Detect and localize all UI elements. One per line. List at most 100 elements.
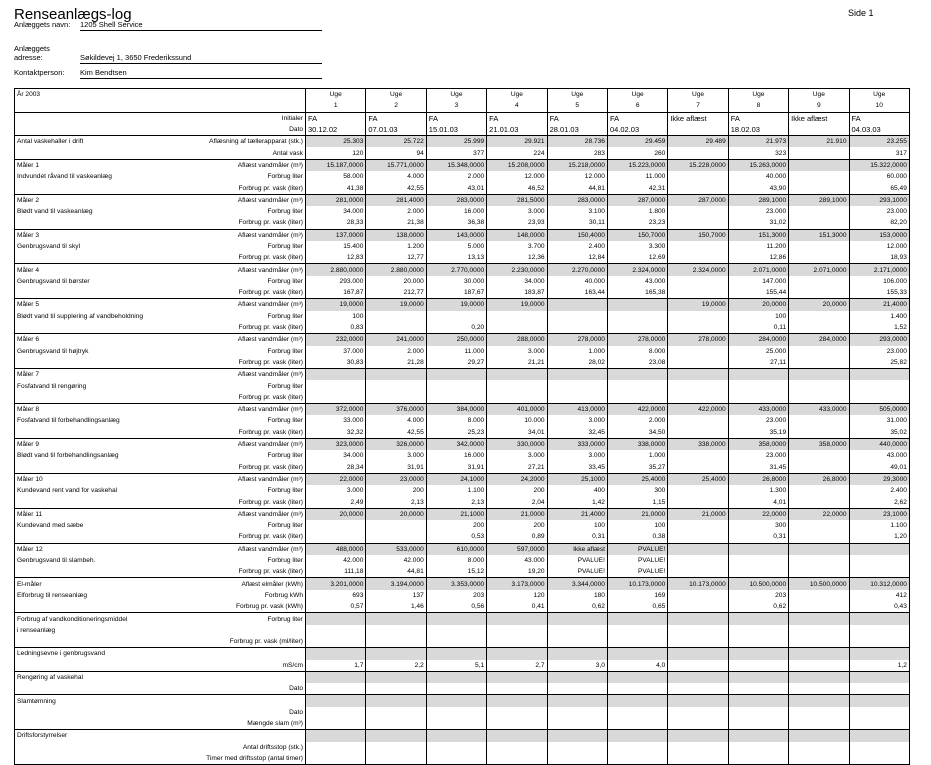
value [848,368,910,381]
row-label: Aflæst vandmåler (m³) [164,263,306,276]
value: 23,93 [486,217,548,230]
section-text [14,566,165,578]
value: 1.400 [848,310,910,322]
value [667,612,729,625]
value: 376,0000 [365,403,427,416]
section-text [14,752,165,765]
value [425,310,488,322]
value [788,694,850,707]
value: 12,86 [727,252,790,264]
value: 25,82 [848,356,910,369]
value: 147.000 [727,275,790,288]
value [727,554,790,567]
value [425,683,488,695]
row-label: Aflæst vandmåler (m³) [164,158,306,172]
value [486,718,548,730]
value [606,706,669,719]
value: 10.500,0000 [727,577,790,590]
week-number: 7 [667,100,729,113]
cell [14,111,165,124]
row-label: Aflæst vandmåler (m³) [164,333,306,346]
row-label: Forbrug liter [164,275,306,288]
row: Fosfatvand til rengøring Forbrug liter [14,380,910,392]
value [667,182,729,195]
value: 293.000 [304,275,367,288]
value [365,706,427,719]
row: År 2003 Uge Uge Uge Uge Uge Uge Uge Uge Uge Uge [14,88,910,101]
value [788,415,850,427]
value [486,683,548,695]
row: Måler 11 Aflæst vandmåler (m³) 20,0000 20,0… [14,507,910,520]
value: 34.000 [486,275,548,288]
value: 42,31 [606,182,669,195]
value: 29.921 [486,135,548,148]
value [667,496,729,509]
week-label: Uge [304,88,367,101]
value [667,706,729,719]
row-label [164,694,306,707]
value [788,310,850,322]
value [546,670,608,684]
value: 0,56 [425,601,488,613]
value: 4.000 [365,415,427,427]
value: 3.344,0000 [546,577,608,590]
initials-label: Initialer [164,111,306,124]
value [667,368,729,381]
value: 23.000 [727,450,790,462]
section-text [14,391,165,404]
row-label: Forbrug liter [164,310,306,322]
value: 372,0000 [304,403,367,416]
value: 31,91 [365,461,427,474]
value: 2.000 [425,171,488,183]
value: 150,7000 [667,228,729,241]
value: 111,18 [304,566,367,578]
date: 15.01.03 [425,123,488,137]
value: 12.000 [486,171,548,183]
value [788,158,850,172]
value [304,368,367,381]
value [425,741,488,753]
row: Antal vaskehaller i drift Aflæsning af tæ… [14,135,910,148]
value: 106.000 [848,275,910,288]
value: 3.100 [546,205,608,218]
value [727,729,790,742]
value [365,670,427,684]
value: 200 [486,519,548,532]
value: 0,53 [425,531,488,544]
value [304,612,367,625]
row-label: Aflæst vandmåler (m³) [164,507,306,520]
value: 533,0000 [365,542,427,555]
date: 30.12.02 [304,123,367,137]
value: 23.000 [848,205,910,218]
date: 04.03.03 [848,123,910,137]
value [788,287,850,299]
value: 300 [727,519,790,532]
value: 281,0000 [304,193,367,206]
value [667,345,729,357]
value [304,670,367,684]
value: 151,3000 [727,228,790,241]
value: 25.999 [425,135,488,148]
value: 23,1000 [848,507,910,520]
value [788,147,850,160]
value: 400 [546,485,608,497]
value: 323,0000 [304,437,367,451]
value: 281,4000 [365,193,427,206]
initials: FA [727,111,790,124]
value: 25.000 [727,345,790,357]
value [667,601,729,613]
value [606,298,669,311]
row: Genbrugsvand til skyl Forbrug liter 15.400… [14,240,910,253]
section-text [14,287,165,299]
value [848,752,910,765]
value: 610,0000 [425,542,488,555]
value: 293,0000 [848,333,910,346]
value: 5,1 [425,659,488,672]
value: 3.194,0000 [365,577,427,590]
row-label [164,647,306,660]
value [788,426,850,439]
value [425,635,488,648]
page-number: Side 1 [848,8,874,18]
section-text [14,356,165,369]
value [727,670,790,684]
